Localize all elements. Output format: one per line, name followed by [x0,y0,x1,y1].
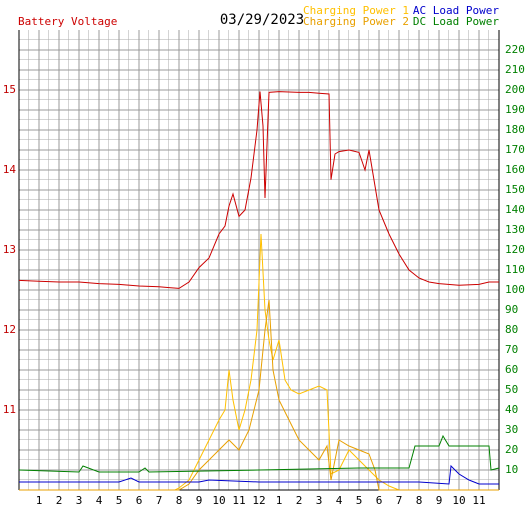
series-line [18,434,500,473]
x-tick-label: 8 [416,494,423,507]
x-tick-label: 1 [36,494,43,507]
y2-tick-label: 30 [505,423,518,436]
x-tick-label: 4 [336,494,343,507]
y2-tick-label: 120 [505,243,525,256]
y-tick-label: 15 [3,83,16,96]
x-tick-label: 5 [356,494,363,507]
x-tick-label: 10 [452,494,465,507]
series-line [19,233,499,491]
y2-tick-label: 180 [505,123,525,136]
legend-entry: DC Load Power [413,15,499,28]
x-tick-label: 10 [212,494,225,507]
x-tick-label: 9 [196,494,203,507]
y-tick-label: 14 [3,163,17,176]
series-line [19,464,499,485]
x-tick-label: 9 [436,494,443,507]
x-tick-label: 4 [96,494,103,507]
y2-tick-label: 220 [505,43,525,56]
legend-entry: Charging Power 1 [303,4,409,17]
legend-entry: AC Load Power [413,4,499,17]
y2-tick-label: 70 [505,343,518,356]
y2-tick-label: 140 [505,203,525,216]
x-tick-label: 1 [276,494,283,507]
x-tick-label: 6 [136,494,143,507]
y-tick-label: 12 [3,323,16,336]
y-tick-label: 13 [3,243,16,256]
series-line [19,299,499,491]
y2-tick-label: 110 [505,263,525,276]
y2-tick-label: 100 [505,283,525,296]
x-tick-label: 7 [156,494,163,507]
y2-tick-label: 130 [505,223,525,236]
legend-entry: Charging Power 2 [303,15,409,28]
y2-tick-label: 60 [505,363,518,376]
x-tick-label: 3 [316,494,323,507]
x-tick-label: 11 [232,494,245,507]
x-tick-label: 2 [296,494,303,507]
y2-tick-label: 190 [505,103,525,116]
x-tick-label: 3 [76,494,83,507]
y2-tick-label: 90 [505,303,518,316]
x-tick-label: 11 [472,494,485,507]
y2-tick-label: 150 [505,183,525,196]
x-tick-label: 5 [116,494,123,507]
chart-title: 03/29/2023 [220,12,304,28]
x-tick-label: 12 [252,494,265,507]
y2-tick-label: 10 [505,463,518,476]
y2-tick-label: 160 [505,163,525,176]
legend-entry: Battery Voltage [18,15,117,28]
y2-tick-label: 210 [505,63,525,76]
x-tick-label: 7 [396,494,403,507]
x-tick-label: 2 [56,494,63,507]
y2-tick-label: 40 [505,403,518,416]
y2-tick-label: 80 [505,323,518,336]
series-line [18,91,499,289]
y2-tick-label: 170 [505,143,525,156]
x-tick-label: 6 [376,494,383,507]
y2-tick-label: 20 [505,443,518,456]
y2-tick-label: 200 [505,83,525,96]
x-tick-label: 8 [176,494,183,507]
y-tick-label: 11 [3,403,16,416]
y2-tick-label: 50 [505,383,518,396]
